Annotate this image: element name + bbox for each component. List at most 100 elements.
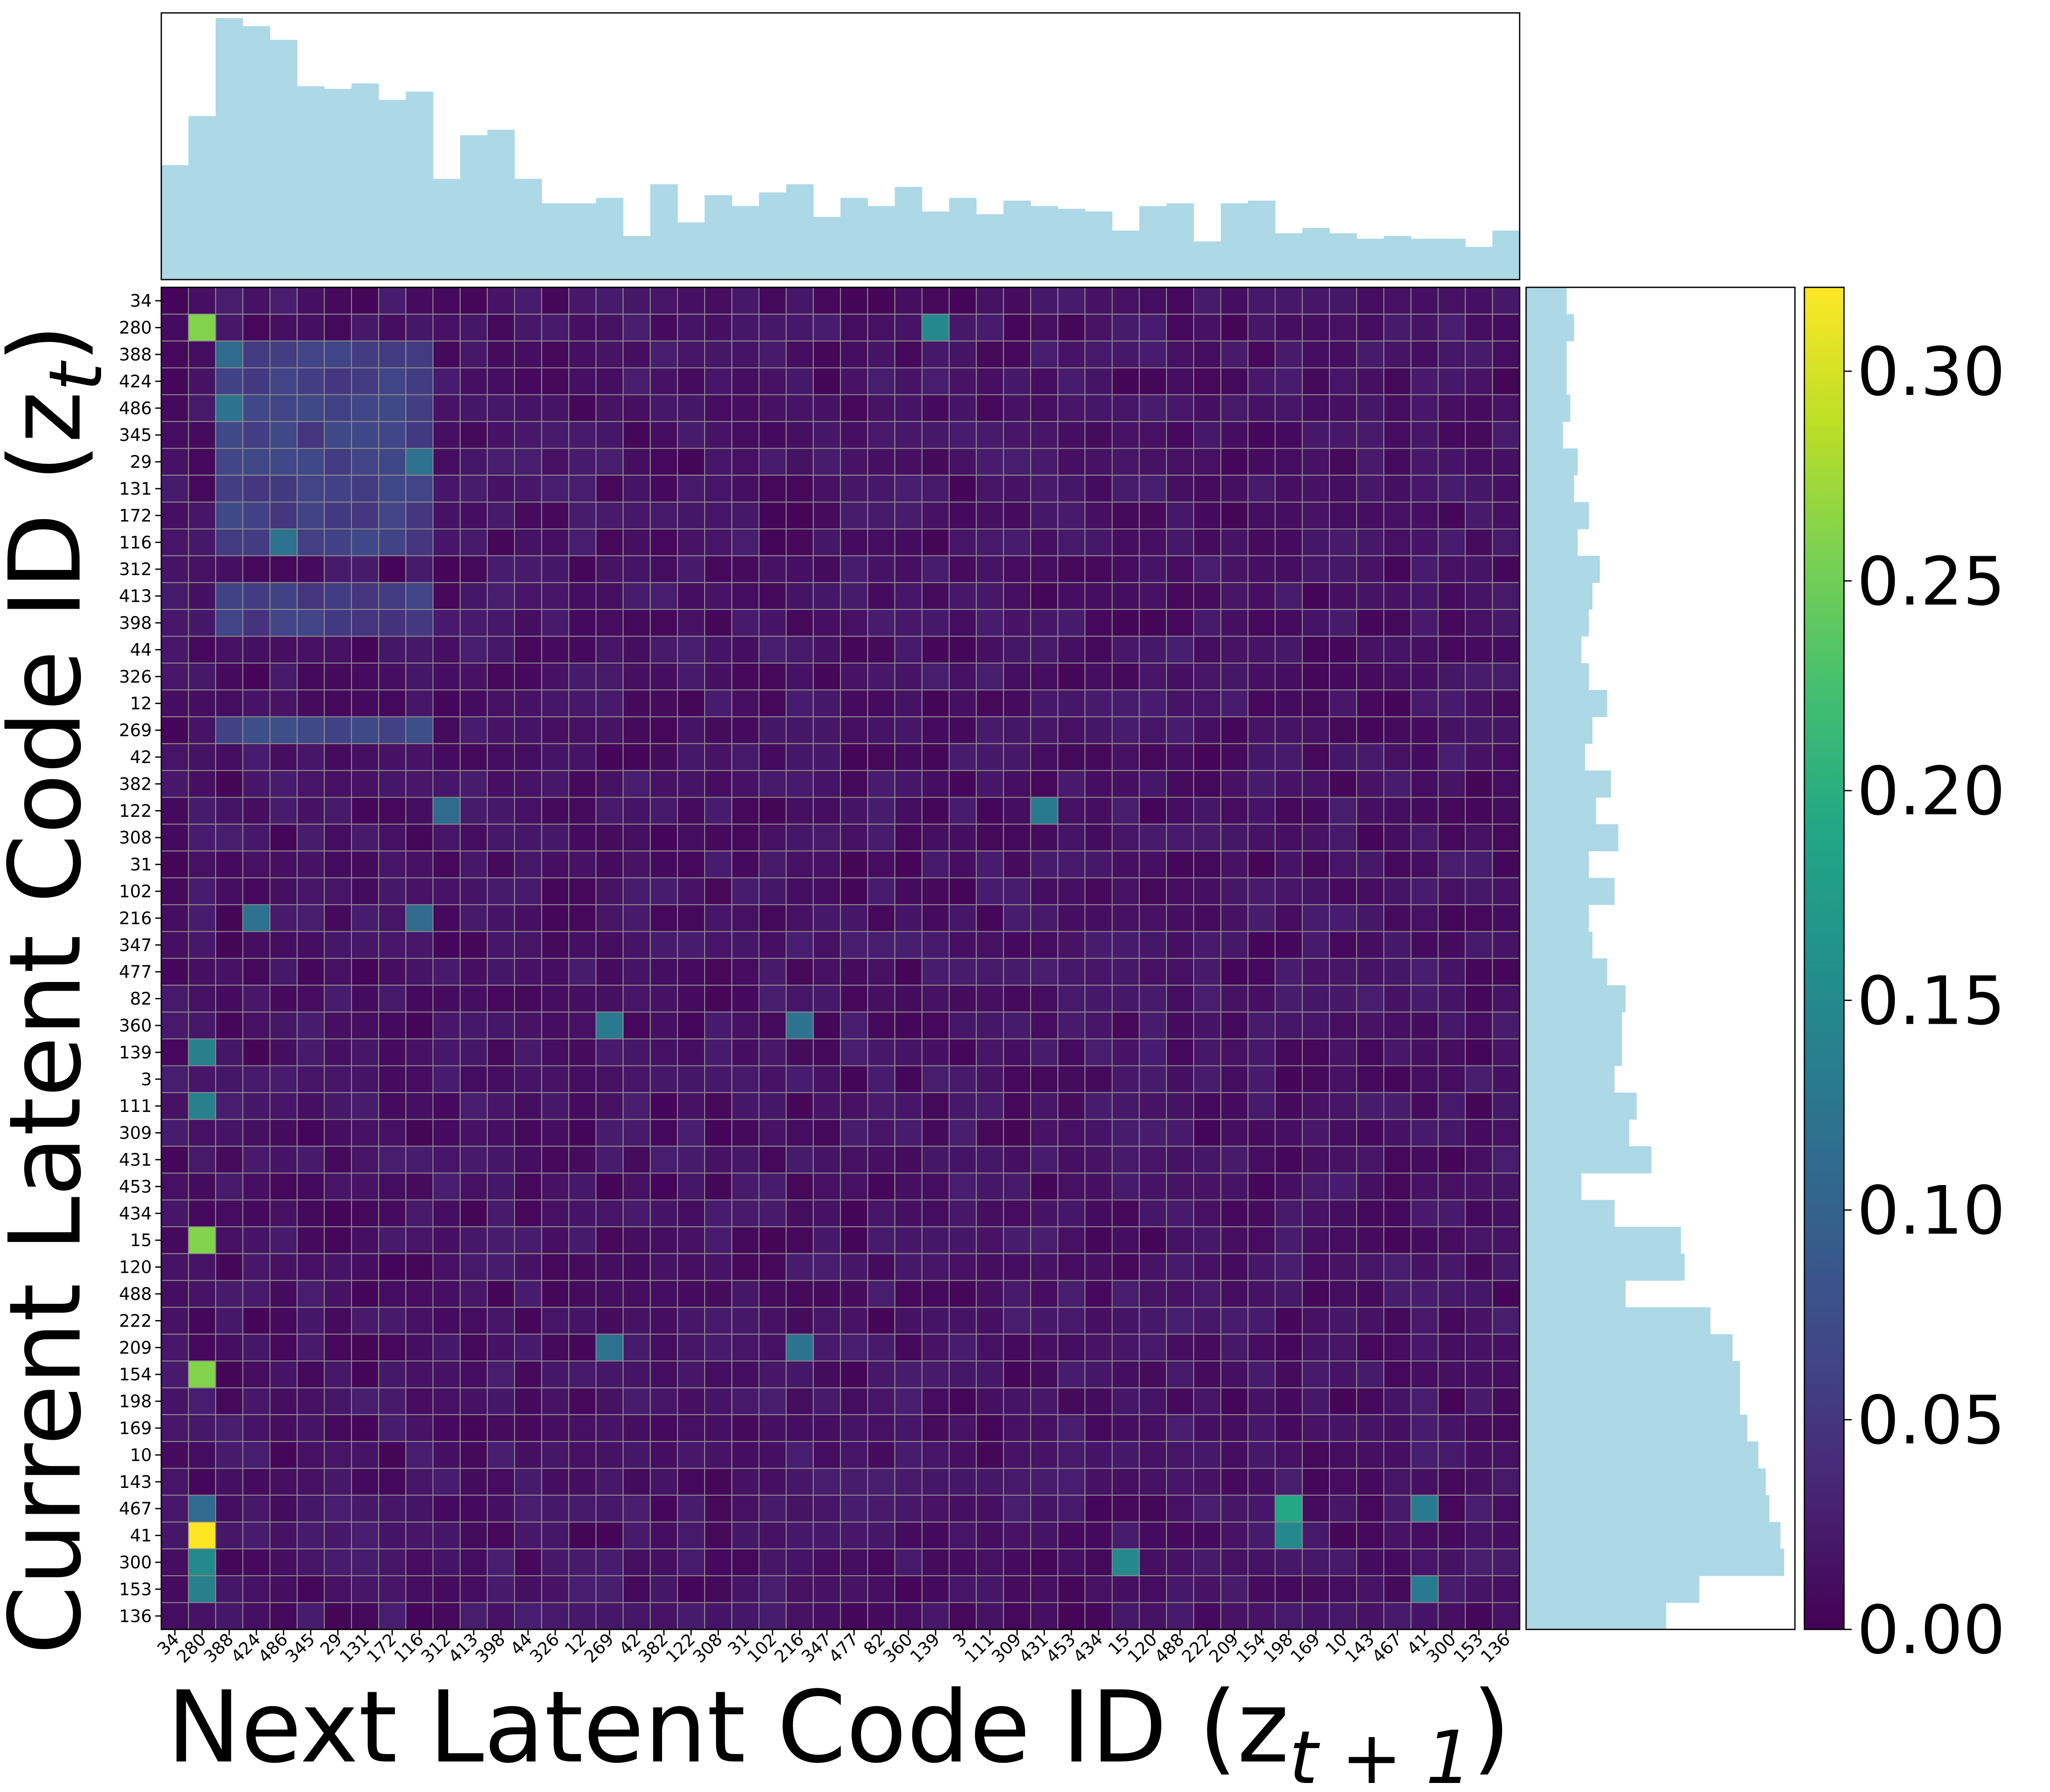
heatmap-cell (595, 1119, 624, 1147)
heatmap-cell (731, 985, 760, 1013)
y-tick-label: 34 (130, 291, 152, 311)
heatmap-cell (1492, 743, 1521, 771)
heatmap-cell (541, 1145, 569, 1174)
heatmap-cell (188, 1360, 216, 1389)
heatmap-cell (1410, 1145, 1439, 1174)
heatmap-cell (486, 340, 515, 369)
heatmap-cell (1057, 823, 1086, 852)
heatmap-cell (188, 448, 216, 476)
heatmap-cell (758, 314, 787, 342)
heatmap-cell (704, 1199, 733, 1228)
heatmap-cell (1247, 877, 1276, 905)
heatmap-cell (1410, 1119, 1439, 1147)
heatmap-cell (1139, 1280, 1167, 1308)
heatmap-cell (1356, 555, 1385, 583)
heatmap-cell (215, 502, 243, 530)
heatmap-cell (568, 1253, 597, 1281)
heatmap-cell (242, 1253, 271, 1281)
heatmap-cell (486, 1387, 515, 1415)
heatmap-cell (976, 1548, 1004, 1576)
heatmap-cell (568, 797, 597, 825)
top-hist-bar (949, 198, 977, 280)
heatmap-cell (677, 1494, 705, 1523)
heatmap-cell (921, 636, 950, 664)
heatmap-cell (378, 770, 406, 798)
heatmap-cell (1410, 555, 1439, 583)
heatmap-cell (296, 1333, 325, 1362)
heatmap-cell (1383, 877, 1412, 905)
heatmap-cell (323, 474, 352, 503)
right-hist-bar (1526, 1093, 1637, 1120)
heatmap-cell (1193, 662, 1222, 691)
heatmap-cell (1111, 1253, 1140, 1281)
heatmap-cell (1274, 797, 1303, 825)
heatmap-cell (568, 609, 597, 637)
heatmap-cell (921, 528, 950, 557)
heatmap-cell (1139, 1521, 1167, 1549)
heatmap-cell (758, 609, 787, 637)
heatmap-cell (1003, 850, 1031, 878)
heatmap-cell (215, 1575, 243, 1603)
x-tick-label: 136 (1477, 1630, 1514, 1667)
heatmap-cell (1030, 1575, 1059, 1603)
x-tick-label: 345 (282, 1630, 319, 1667)
heatmap-cell (785, 1280, 814, 1308)
heatmap-cell (1193, 1387, 1222, 1415)
heatmap-cell (1139, 367, 1167, 395)
heatmap-cell (378, 555, 406, 583)
heatmap-cell (1302, 528, 1330, 557)
heatmap-cell (813, 877, 841, 905)
heatmap-cell (1084, 662, 1113, 691)
heatmap-cell (840, 877, 868, 905)
heatmap-cell (1003, 904, 1031, 932)
heatmap-cell (1166, 689, 1194, 717)
heatmap-cell (785, 421, 814, 449)
heatmap-cell (269, 528, 298, 557)
heatmap-cell (976, 1199, 1004, 1228)
heatmap-cell (296, 770, 325, 798)
heatmap-cell (405, 528, 434, 557)
heatmap-cell (242, 770, 271, 798)
heatmap-cell (1139, 555, 1167, 583)
heatmap-cell (649, 1119, 678, 1147)
heatmap-cell (405, 1173, 434, 1201)
heatmap-cell (1492, 662, 1521, 691)
heatmap-cell (1111, 448, 1140, 476)
heatmap-cell (1437, 823, 1466, 852)
heatmap-cell (1220, 1092, 1249, 1120)
heatmap-cell (1003, 1173, 1031, 1201)
heatmap-cell (785, 286, 814, 315)
heatmap-cell (1166, 1387, 1194, 1415)
heatmap-cell (188, 367, 216, 395)
heatmap-cell (269, 958, 298, 986)
heatmap-cell (1003, 636, 1031, 664)
heatmap-cell (948, 1119, 977, 1147)
heatmap-cell (459, 1145, 488, 1174)
heatmap-cell (758, 421, 787, 449)
heatmap-cell (568, 904, 597, 932)
heatmap-cell (351, 985, 379, 1013)
heatmap-cell (1003, 1414, 1031, 1442)
heatmap-cell (731, 1011, 760, 1040)
heatmap-cell (921, 367, 950, 395)
heatmap-cell (1383, 797, 1412, 825)
heatmap-cell (731, 1145, 760, 1174)
heatmap-cell (976, 1360, 1004, 1389)
heatmap-cell (1274, 743, 1303, 771)
heatmap-cell (160, 1011, 189, 1040)
heatmap-cell (1274, 716, 1303, 744)
heatmap-cell (459, 582, 488, 610)
heatmap-cell (1057, 1468, 1086, 1496)
heatmap-cell (160, 1575, 189, 1603)
heatmap-cell (514, 340, 542, 369)
top-hist-bar (786, 184, 814, 280)
heatmap-cell (1030, 1387, 1059, 1415)
heatmap-cell (785, 1521, 814, 1549)
heatmap-cell (1247, 716, 1276, 744)
heatmap-cell (1465, 286, 1493, 315)
heatmap-cell (541, 797, 569, 825)
heatmap-cell (188, 474, 216, 503)
heatmap-cell (731, 1092, 760, 1120)
heatmap-cell (1465, 1494, 1493, 1523)
heatmap-cell (1356, 1414, 1385, 1442)
